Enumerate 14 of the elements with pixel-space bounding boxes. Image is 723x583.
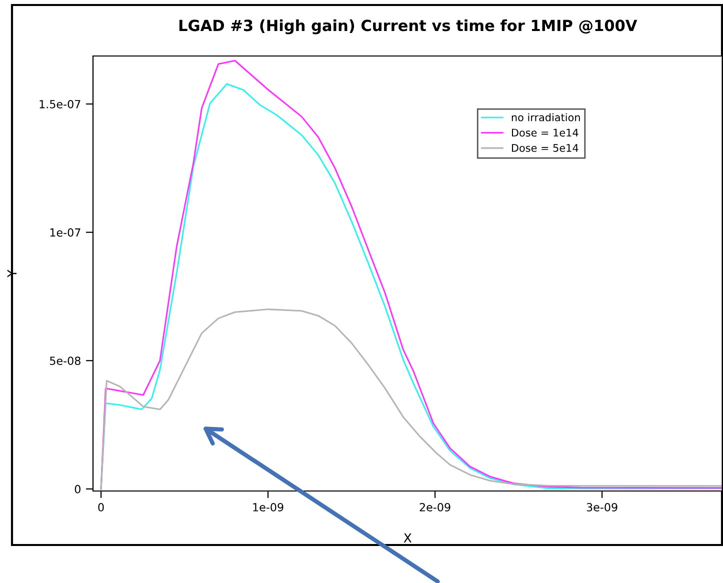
y-tick-label: 0 <box>74 484 80 494</box>
y-tick-label: 1e-07 <box>50 228 80 237</box>
legend-label: Dose = 5e14 <box>512 144 578 152</box>
x-tick-label: 2e-09 <box>420 503 450 512</box>
x-tick-label: 3e-09 <box>586 503 618 512</box>
line-series <box>100 308 722 490</box>
y-tick-label: 1.5e-07 <box>40 100 80 108</box>
x-tick-label: 1e-09 <box>253 503 284 512</box>
legend-label: no irradiation <box>512 113 580 122</box>
legend-label: Dose = 1e14 <box>512 128 578 137</box>
y-tick-label: 5e-08 <box>50 356 80 366</box>
x-axis-title: X <box>404 533 412 542</box>
chart-title: LGAD #3 (High gain) Current vs time for 1MIP @100V <box>179 19 638 34</box>
x-tick-label: 0 <box>98 503 104 512</box>
